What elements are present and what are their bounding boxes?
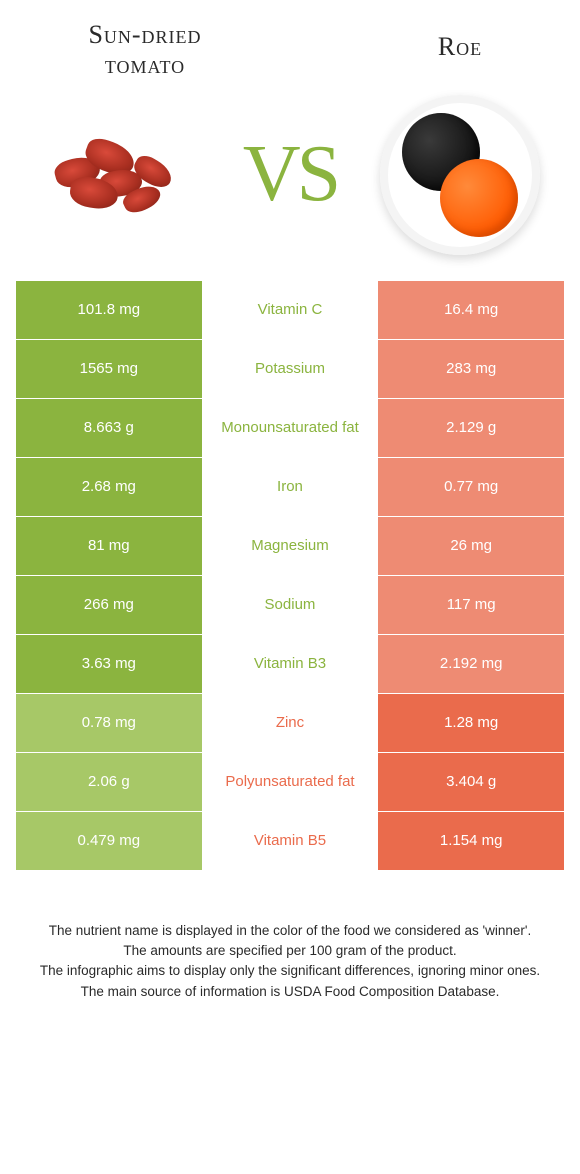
left-value-cell: 8.663 g bbox=[16, 399, 202, 457]
footnote-line: The main source of information is USDA F… bbox=[35, 982, 545, 1002]
right-value-cell: 0.77 mg bbox=[378, 458, 564, 516]
nutrient-name-cell: Magnesium bbox=[203, 517, 378, 575]
table-row: 2.06 gPolyunsaturated fat3.404 g bbox=[16, 753, 564, 811]
nutrient-name-cell: Vitamin B5 bbox=[203, 812, 378, 870]
left-food-image bbox=[35, 100, 205, 250]
left-value-cell: 81 mg bbox=[16, 517, 202, 575]
footnote-line: The nutrient name is displayed in the co… bbox=[35, 921, 545, 941]
nutrient-name-cell: Vitamin B3 bbox=[203, 635, 378, 693]
nutrient-name-cell: Monounsaturated fat bbox=[203, 399, 378, 457]
right-value-cell: 26 mg bbox=[378, 517, 564, 575]
right-food-title: Roe bbox=[385, 32, 535, 62]
left-food-title: Sun-dried tomato bbox=[45, 20, 245, 80]
header-right-title-wrap: Roe bbox=[385, 20, 535, 62]
right-value-cell: 16.4 mg bbox=[378, 281, 564, 339]
footnote-line: The amounts are specified per 100 gram o… bbox=[35, 941, 545, 961]
table-row: 81 mgMagnesium26 mg bbox=[16, 517, 564, 575]
sun-dried-tomato-icon bbox=[45, 130, 195, 220]
table-row: 0.78 mgZinc1.28 mg bbox=[16, 694, 564, 752]
right-value-cell: 1.28 mg bbox=[378, 694, 564, 752]
comparison-table: 101.8 mgVitamin C16.4 mg1565 mgPotassium… bbox=[15, 280, 565, 871]
left-value-cell: 3.63 mg bbox=[16, 635, 202, 693]
nutrient-name-cell: Vitamin C bbox=[203, 281, 378, 339]
vs-label: VS bbox=[243, 129, 337, 220]
right-value-cell: 3.404 g bbox=[378, 753, 564, 811]
right-food-image bbox=[375, 100, 545, 250]
right-value-cell: 2.129 g bbox=[378, 399, 564, 457]
nutrient-name-cell: Potassium bbox=[203, 340, 378, 398]
table-row: 266 mgSodium117 mg bbox=[16, 576, 564, 634]
left-value-cell: 0.78 mg bbox=[16, 694, 202, 752]
table-row: 2.68 mgIron0.77 mg bbox=[16, 458, 564, 516]
footnote-line: The infographic aims to display only the… bbox=[35, 961, 545, 981]
left-value-cell: 1565 mg bbox=[16, 340, 202, 398]
table-row: 101.8 mgVitamin C16.4 mg bbox=[16, 281, 564, 339]
left-value-cell: 2.68 mg bbox=[16, 458, 202, 516]
nutrient-name-cell: Zinc bbox=[203, 694, 378, 752]
nutrient-name-cell: Polyunsaturated fat bbox=[203, 753, 378, 811]
right-value-cell: 117 mg bbox=[378, 576, 564, 634]
right-value-cell: 283 mg bbox=[378, 340, 564, 398]
right-value-cell: 1.154 mg bbox=[378, 812, 564, 870]
footnotes: The nutrient name is displayed in the co… bbox=[15, 871, 565, 1002]
table-row: 0.479 mgVitamin B51.154 mg bbox=[16, 812, 564, 870]
nutrient-name-cell: Iron bbox=[203, 458, 378, 516]
images-row: VS bbox=[15, 90, 565, 280]
left-value-cell: 101.8 mg bbox=[16, 281, 202, 339]
orange-caviar-icon bbox=[440, 159, 518, 237]
roe-plate-icon bbox=[380, 95, 540, 255]
header-left-title-wrap: Sun-dried tomato bbox=[45, 20, 245, 80]
left-value-cell: 0.479 mg bbox=[16, 812, 202, 870]
table-row: 1565 mgPotassium283 mg bbox=[16, 340, 564, 398]
nutrient-name-cell: Sodium bbox=[203, 576, 378, 634]
left-value-cell: 266 mg bbox=[16, 576, 202, 634]
table-row: 3.63 mgVitamin B32.192 mg bbox=[16, 635, 564, 693]
right-value-cell: 2.192 mg bbox=[378, 635, 564, 693]
left-value-cell: 2.06 g bbox=[16, 753, 202, 811]
table-row: 8.663 gMonounsaturated fat2.129 g bbox=[16, 399, 564, 457]
header: Sun-dried tomato Roe bbox=[15, 20, 565, 90]
